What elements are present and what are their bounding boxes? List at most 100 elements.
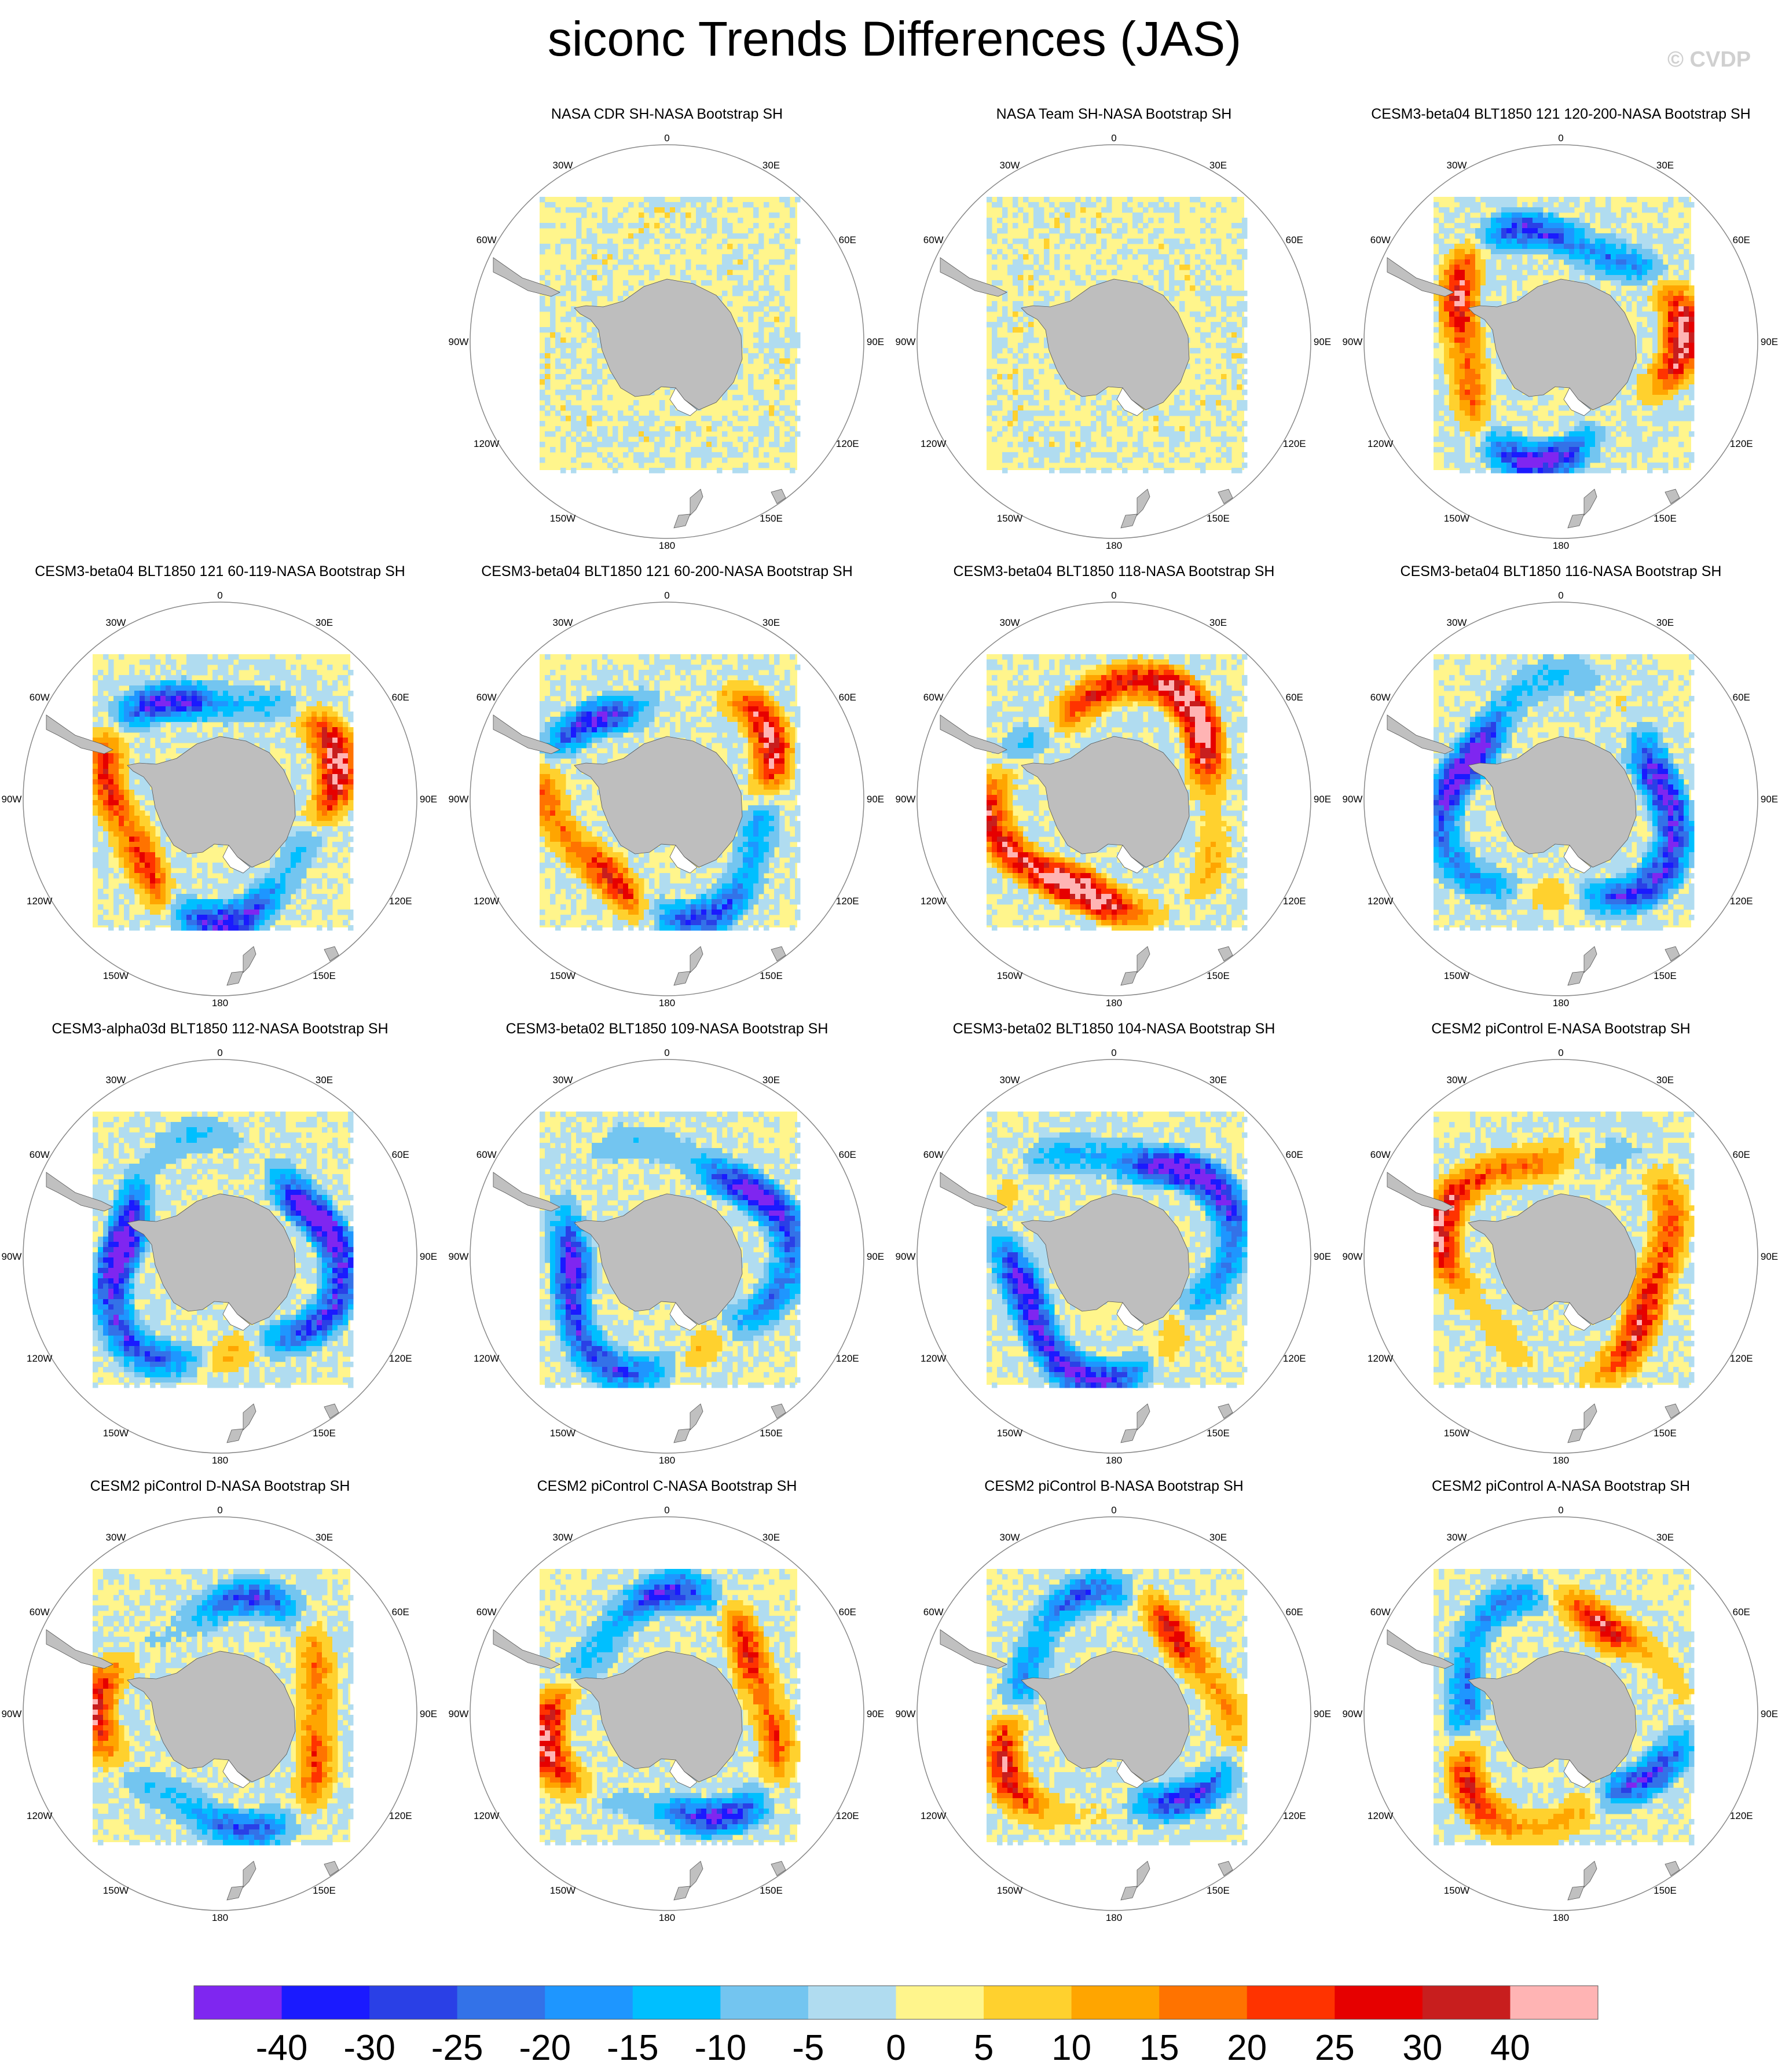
longitude-label: 180	[659, 1455, 675, 1466]
longitude-label: 30E	[1656, 1074, 1674, 1085]
longitude-label: 30W	[1000, 617, 1020, 628]
longitude-label: 90W	[896, 1708, 916, 1719]
longitude-label: 30E	[316, 617, 333, 628]
longitude-label: 150E	[1654, 970, 1677, 981]
longitude-label: 90W	[896, 794, 916, 805]
longitude-label: 150E	[1207, 1428, 1230, 1439]
panel-title: CESM2 piControl D-NASA Bootstrap SH	[0, 1476, 440, 1496]
longitude-label: 0	[664, 590, 669, 601]
antarctica-landmass	[493, 1629, 786, 1901]
longitude-label: 180	[1106, 1455, 1122, 1466]
longitude-label: 120E	[389, 896, 412, 907]
colorbar-tick-label: 0	[886, 2028, 906, 2068]
longitude-label: 60E	[839, 1607, 856, 1618]
colorbar-tick-label: 5	[974, 2028, 994, 2068]
longitude-label: 0	[1111, 590, 1116, 601]
longitude-label: 120W	[474, 896, 499, 907]
longitude-label: 90W	[1343, 1708, 1363, 1719]
colorbar-tick-label: -10	[695, 2028, 747, 2068]
longitude-label: 180	[659, 998, 675, 1009]
panel-title: CESM3-alpha03d BLT1850 112-NASA Bootstra…	[0, 1019, 440, 1039]
colorbar: -40 -30 -25 -20 -15 -10 -5 0 5 10 15 20 25 30 40	[193, 1985, 1599, 2068]
map-panel: CESM3-alpha03d BLT1850 112-NASA Bootstra…	[0, 1019, 440, 1470]
longitude-label: 120W	[921, 896, 946, 907]
longitude-label: 120W	[474, 1810, 499, 1821]
longitude-label: 120W	[27, 896, 52, 907]
longitude-label: 0	[1111, 133, 1116, 144]
polar-map: 0 30E 60E 90E 120E 150E 180 150W 120W 90W 60W 30W	[896, 1505, 1332, 1923]
longitude-label: 90W	[449, 1708, 469, 1719]
longitude-label: 150W	[103, 970, 129, 981]
longitude-label: 120E	[1730, 438, 1753, 449]
longitude-label: 90E	[1761, 1251, 1778, 1262]
longitude-label: 0	[1111, 1047, 1116, 1058]
panel-title: NASA Team SH-NASA Bootstrap SH	[894, 104, 1334, 124]
panel-title: CESM2 piControl B-NASA Bootstrap SH	[894, 1476, 1334, 1496]
longitude-label: 120E	[389, 1810, 412, 1821]
antarctica-landmass	[493, 714, 786, 986]
longitude-label: 90W	[1343, 794, 1363, 805]
longitude-label: 90E	[1314, 1708, 1331, 1719]
longitude-label: 150W	[550, 1885, 575, 1896]
polar-map: 0 30E 60E 90E 120E 150E 180 150W 120W 90W 60W 30W	[1343, 133, 1779, 551]
colorbar-tick-label: 30	[1402, 2028, 1442, 2068]
longitude-label: 150W	[103, 1885, 129, 1896]
longitude-label: 120E	[836, 1353, 859, 1364]
longitude-label: 60W	[923, 1607, 944, 1618]
longitude-label: 180	[212, 998, 228, 1009]
antarctica-landmass	[940, 1172, 1233, 1443]
longitude-label: 30W	[1000, 160, 1020, 171]
panel-title: NASA CDR SH-NASA Bootstrap SH	[447, 104, 887, 124]
longitude-label: 30W	[553, 160, 573, 171]
map-panel: CESM2 piControl A-NASA Bootstrap SH 0 30E 6…	[1341, 1476, 1781, 1928]
longitude-label: 90E	[867, 1251, 884, 1262]
longitude-label: 120W	[474, 1353, 499, 1364]
longitude-label: 150W	[550, 970, 575, 981]
map-panel: CESM2 piControl B-NASA Bootstrap SH 0 30E 6…	[894, 1476, 1334, 1928]
longitude-label: 30W	[1447, 160, 1467, 171]
antarctica-landmass	[46, 1172, 339, 1443]
longitude-label: 120W	[1368, 1810, 1393, 1821]
colorbar-tick-label: -5	[792, 2028, 824, 2068]
longitude-label: 30W	[1000, 1532, 1020, 1543]
longitude-label: 90E	[1761, 336, 1778, 347]
antarctica-landmass	[1387, 714, 1680, 986]
colorbar-swatch	[984, 1986, 1072, 2019]
longitude-label: 30E	[1656, 617, 1674, 628]
longitude-label: 60E	[1286, 1149, 1303, 1160]
longitude-label: 150W	[550, 1428, 575, 1439]
longitude-label: 150E	[1207, 1885, 1230, 1896]
longitude-label: 0	[1558, 1505, 1563, 1516]
colorbar-tick-label: 15	[1139, 2028, 1179, 2068]
antarctica-landmass	[1387, 257, 1680, 529]
panel-title: CESM3-beta02 BLT1850 109-NASA Bootstrap …	[447, 1019, 887, 1039]
antarctica-landmass	[940, 257, 1233, 529]
longitude-label: 90E	[867, 794, 884, 805]
colorbar-tick-label: -15	[607, 2028, 659, 2068]
longitude-label: 150E	[313, 1885, 336, 1896]
polar-map: 0 30E 60E 90E 120E 150E 180 150W 120W 90W 60W 30W	[1343, 590, 1779, 1009]
antarctica-landmass	[493, 1172, 786, 1443]
longitude-label: 60W	[476, 234, 497, 245]
longitude-label: 120E	[1730, 1810, 1753, 1821]
longitude-label: 120E	[1730, 896, 1753, 907]
longitude-label: 120E	[836, 896, 859, 907]
longitude-label: 150E	[313, 1428, 336, 1439]
longitude-label: 60W	[923, 1149, 944, 1160]
longitude-label: 90W	[1343, 1251, 1363, 1262]
map-panel: CESM2 piControl E-NASA Bootstrap SH 0 30E 6…	[1341, 1019, 1781, 1470]
longitude-label: 0	[664, 1505, 669, 1516]
longitude-label: 30W	[1447, 1074, 1467, 1085]
longitude-label: 180	[1106, 540, 1122, 551]
longitude-label: 60E	[392, 1149, 409, 1160]
longitude-label: 60E	[1733, 1149, 1750, 1160]
map-panel: CESM3-beta04 BLT1850 118-NASA Bootstrap …	[894, 562, 1334, 1013]
longitude-label: 150W	[550, 513, 575, 524]
polar-map: 0 30E 60E 90E 120E 150E 180 150W 120W 90W 60W 30W	[2, 590, 438, 1009]
longitude-label: 90W	[2, 794, 22, 805]
longitude-label: 90W	[449, 336, 469, 347]
polar-map: 0 30E 60E 90E 120E 150E 180 150W 120W 90W 60W 30W	[2, 1505, 438, 1923]
panel-title: CESM2 piControl E-NASA Bootstrap SH	[1341, 1019, 1781, 1039]
map-panel: CESM3-beta04 BLT1850 116-NASA Bootstrap …	[1341, 562, 1781, 1013]
longitude-label: 30W	[1447, 1532, 1467, 1543]
